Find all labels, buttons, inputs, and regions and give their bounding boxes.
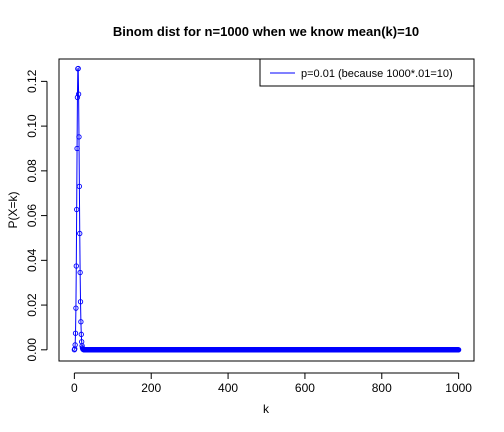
data-point bbox=[74, 94, 81, 101]
x-tick-label: 600 bbox=[295, 381, 315, 395]
y-tick-label: 0.08 bbox=[25, 159, 39, 183]
data-point bbox=[72, 330, 79, 336]
legend-box bbox=[259, 58, 475, 87]
x-axis: 0 200 400 600 800 1000 bbox=[71, 372, 472, 395]
chart-title: Binom dist for n=1000 when we know mean(… bbox=[113, 24, 419, 39]
data-point bbox=[73, 305, 79, 311]
data-point bbox=[78, 331, 84, 337]
x-tick-label: 800 bbox=[372, 381, 392, 395]
data-point bbox=[77, 230, 83, 237]
y-tick-label: 0.02 bbox=[25, 293, 39, 317]
data-point bbox=[75, 91, 82, 97]
x-tick-label: 1000 bbox=[445, 381, 472, 395]
series-line bbox=[73, 67, 459, 351]
legend-entry: p=0.01 (because 1000*.01=10) bbox=[301, 68, 453, 80]
y-axis: 0.00 0.02 0.04 0.06 0.08 0.10 0.12 bbox=[25, 69, 48, 362]
data-point bbox=[74, 145, 80, 152]
y-tick-label: 0.10 bbox=[25, 114, 39, 138]
x-axis-label: k bbox=[263, 402, 270, 416]
y-axis-label: P(X=k) bbox=[6, 191, 20, 228]
series-path bbox=[73, 67, 459, 351]
x-tick-label: 0 bbox=[71, 381, 78, 395]
data-point bbox=[76, 183, 83, 190]
data-point bbox=[73, 263, 79, 269]
x-tick-label: 200 bbox=[141, 381, 161, 395]
x-tick-label: 400 bbox=[218, 381, 238, 395]
series-points bbox=[71, 65, 462, 353]
data-point bbox=[72, 342, 78, 348]
y-tick-label: 0.12 bbox=[25, 69, 39, 93]
data-point bbox=[77, 269, 83, 276]
data-point bbox=[74, 206, 80, 213]
y-tick-label: 0.00 bbox=[25, 338, 39, 362]
y-tick-label: 0.06 bbox=[25, 204, 39, 228]
legend: p=0.01 (because 1000*.01=10) bbox=[259, 58, 475, 87]
data-point bbox=[77, 299, 84, 305]
data-point bbox=[455, 347, 462, 353]
y-tick-label: 0.04 bbox=[25, 248, 39, 272]
data-point bbox=[75, 65, 81, 72]
data-point bbox=[76, 134, 82, 140]
data-point bbox=[78, 319, 84, 325]
plot-frame bbox=[58, 58, 475, 362]
